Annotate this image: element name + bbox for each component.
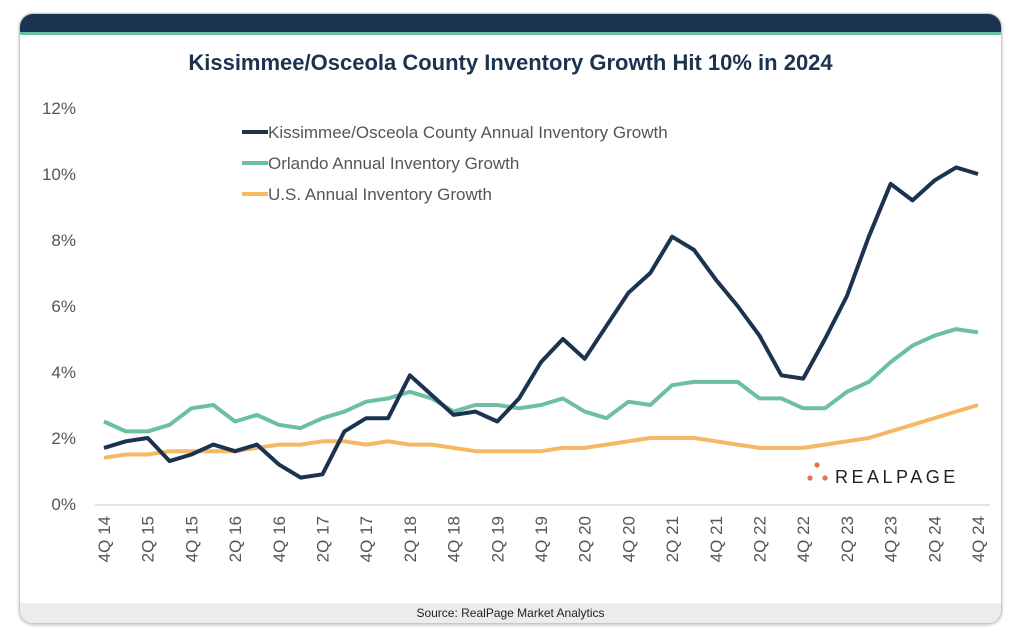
x-tick-label: 4Q 22 xyxy=(794,516,813,562)
x-tick-label: 2Q 24 xyxy=(925,516,944,562)
y-tick-label: 12% xyxy=(42,99,76,118)
x-tick-label: 2Q 17 xyxy=(314,516,333,562)
x-tick-label: 2Q 16 xyxy=(226,516,245,562)
series-line xyxy=(103,403,979,460)
x-tick-label: 2Q 22 xyxy=(751,516,770,562)
x-tick-label: 4Q 17 xyxy=(357,516,376,562)
series-line xyxy=(103,165,979,480)
top-accent-line xyxy=(20,32,1001,35)
realpage-logo: REALPAGE xyxy=(835,467,959,487)
x-tick-label: 2Q 15 xyxy=(139,516,158,562)
chart-card: Kissimmee/Osceola County Inventory Growt… xyxy=(19,13,1002,624)
y-tick-label: 6% xyxy=(51,297,76,316)
legend-label: U.S. Annual Inventory Growth xyxy=(268,185,492,204)
y-tick-label: 0% xyxy=(51,495,76,514)
x-tick-label: 2Q 19 xyxy=(488,516,507,562)
x-tick-label: 2Q 20 xyxy=(576,516,595,562)
x-tick-label: 4Q 24 xyxy=(969,516,988,562)
legend-label: Kissimmee/Osceola County Annual Inventor… xyxy=(268,123,668,142)
y-tick-label: 8% xyxy=(51,231,76,250)
x-tick-label: 2Q 18 xyxy=(401,516,420,562)
x-tick-label: 4Q 21 xyxy=(707,516,726,562)
y-tick-label: 4% xyxy=(51,363,76,382)
source-note: Source: RealPage Market Analytics xyxy=(20,603,1001,623)
x-tick-label: 4Q 16 xyxy=(270,516,289,562)
top-bar xyxy=(20,14,1001,32)
x-tick-label: 4Q 23 xyxy=(882,516,901,562)
logo-dot xyxy=(807,475,813,481)
chart-title: Kissimmee/Osceola County Inventory Growt… xyxy=(188,50,833,75)
x-tick-label: 4Q 18 xyxy=(445,516,464,562)
x-tick-label: 4Q 14 xyxy=(95,516,114,562)
y-tick-label: 2% xyxy=(51,429,76,448)
legend-label: Orlando Annual Inventory Growth xyxy=(268,154,519,173)
x-tick-label: 2Q 21 xyxy=(663,516,682,562)
y-tick-label: 10% xyxy=(42,165,76,184)
x-tick-label: 4Q 20 xyxy=(619,516,638,562)
x-tick-label: 4Q 19 xyxy=(532,516,551,562)
x-tick-label: 4Q 15 xyxy=(182,516,201,562)
x-tick-label: 2Q 23 xyxy=(838,516,857,562)
series-line xyxy=(103,327,979,434)
logo-dot xyxy=(814,462,820,468)
logo-dot xyxy=(822,475,828,481)
